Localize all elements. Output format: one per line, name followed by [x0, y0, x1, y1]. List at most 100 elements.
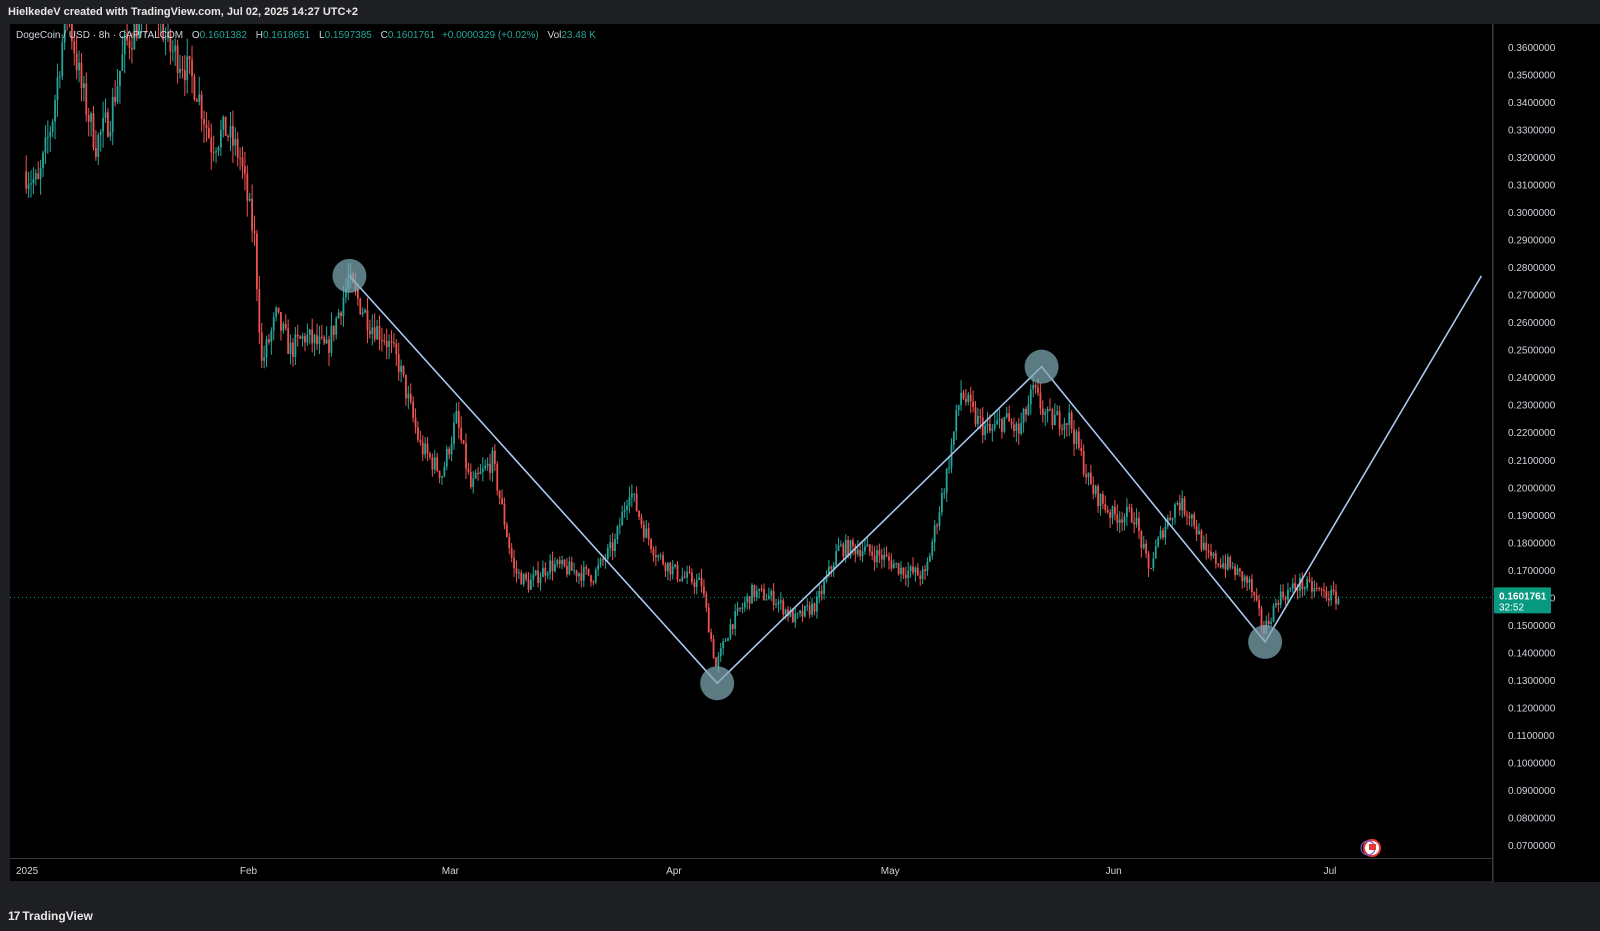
candle-body	[967, 394, 970, 403]
candle-body	[952, 431, 955, 445]
candle	[880, 548, 883, 569]
candle	[909, 564, 912, 578]
candle	[402, 365, 405, 378]
candle	[993, 413, 996, 432]
candle-body	[823, 581, 826, 594]
candle	[1118, 511, 1121, 533]
candle	[558, 556, 561, 569]
candle-body	[383, 340, 386, 342]
symbol-label: DogeCoin / USD · 8h · CAPITALCOM	[16, 30, 184, 41]
candle-body	[880, 555, 883, 560]
candle	[85, 72, 88, 122]
candle	[489, 453, 491, 481]
candle	[301, 332, 304, 347]
candle-body	[1181, 498, 1184, 511]
candle	[784, 608, 787, 620]
candle	[883, 547, 886, 568]
candle	[1162, 528, 1164, 541]
candle-body	[770, 590, 773, 596]
candle-body	[931, 542, 934, 556]
candle-body	[450, 443, 453, 455]
candle-body	[1214, 553, 1217, 564]
candle	[811, 597, 813, 617]
candle	[842, 542, 845, 562]
candle-body	[1308, 579, 1311, 582]
candle	[176, 39, 179, 84]
candle-body	[385, 340, 388, 348]
price-chart[interactable]: 0.3600000 0.3500000 0.3400000 0.3300000 0.32…	[0, 24, 1600, 900]
candle-body	[1106, 509, 1109, 513]
candle-body	[393, 342, 395, 344]
economic-event-icon[interactable]	[1360, 839, 1381, 857]
candle-body	[1210, 551, 1212, 557]
candle-body	[849, 540, 852, 557]
candle	[296, 324, 299, 347]
candle	[1150, 567, 1152, 569]
candle	[695, 573, 698, 595]
candle	[445, 445, 448, 471]
candle-body	[1176, 502, 1179, 505]
candle-body	[330, 325, 333, 353]
event-flag-stripes	[1369, 844, 1376, 850]
price-tick-label: 0.1300000	[1508, 676, 1556, 687]
candle	[37, 161, 40, 180]
candle-body	[1085, 474, 1087, 478]
candle-body	[508, 536, 511, 549]
candle-body	[664, 564, 667, 572]
candle-body	[1005, 413, 1008, 417]
candle	[1219, 557, 1222, 569]
candle-body	[803, 605, 806, 617]
candle-body	[445, 448, 448, 467]
candle-body	[409, 393, 412, 402]
candle	[907, 562, 910, 588]
candle-body	[188, 56, 191, 60]
candle-body	[390, 341, 393, 343]
candle	[587, 568, 590, 577]
candle-body	[717, 656, 720, 667]
candle	[116, 68, 119, 105]
candle-body	[986, 423, 989, 426]
candle-body	[784, 609, 787, 615]
candle-body	[397, 354, 400, 372]
candle	[443, 461, 446, 478]
candle-body	[1104, 503, 1107, 510]
candle-body	[270, 330, 273, 343]
time-tick-label: May	[881, 866, 900, 877]
candle	[1121, 511, 1124, 532]
candle-body	[645, 528, 648, 538]
tradingview-logo[interactable]: 17 TradingView	[8, 909, 93, 923]
candle-body	[1217, 563, 1220, 565]
price-tick-label: 0.0900000	[1508, 786, 1556, 797]
candle-body	[1092, 484, 1095, 494]
last-price-value: 0.1601761	[1499, 591, 1547, 602]
candle-body	[1303, 587, 1306, 590]
candle-body	[815, 596, 818, 612]
price-axis-panel	[1494, 24, 1600, 882]
candle-body	[568, 561, 571, 575]
candle-body	[868, 544, 871, 552]
candle-body	[1200, 530, 1203, 550]
swing-point-marker	[1248, 624, 1283, 659]
candle-body	[366, 309, 369, 331]
candle	[736, 601, 739, 616]
candle-body	[364, 309, 366, 313]
candle	[335, 316, 338, 340]
candle-body	[1229, 556, 1232, 568]
candle-body	[517, 572, 520, 574]
candle	[1092, 476, 1095, 500]
candle	[361, 307, 364, 317]
candle	[414, 408, 417, 434]
candle-body	[1248, 579, 1251, 583]
candle	[818, 583, 821, 604]
candle	[1231, 561, 1234, 570]
candle-body	[438, 470, 441, 478]
candle	[436, 452, 439, 473]
candle-body	[537, 570, 540, 584]
candle	[590, 574, 592, 587]
candle-body	[779, 600, 782, 603]
candle-body	[121, 54, 124, 71]
candle	[1277, 599, 1280, 613]
candle-body	[772, 590, 775, 606]
candle-body	[426, 443, 429, 454]
candle-body	[405, 374, 407, 399]
